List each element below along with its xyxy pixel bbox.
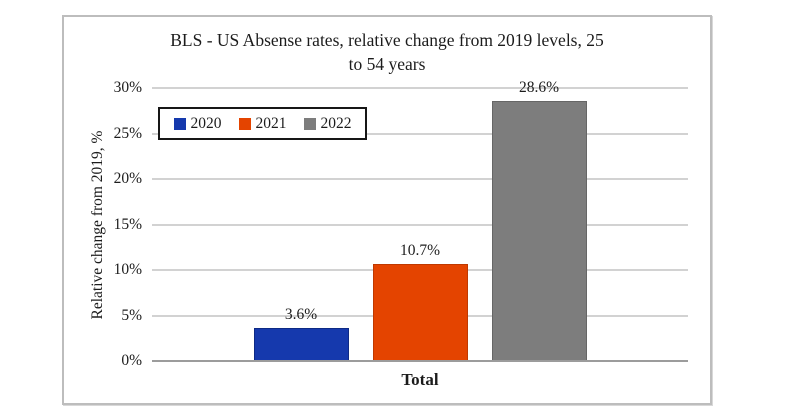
legend-label-2020: 2020 [190,114,222,132]
plot-area: Relative change from 2019, % Total 0% 5% 1… [89,79,688,389]
legend-item-2020: 2020 [173,114,222,133]
gridline-30 [152,87,688,89]
gridline-20 [152,178,688,180]
gridline-15 [152,223,688,226]
chart-title: BLS - US Absense rates, relative change … [104,28,670,76]
y-tick-label-30: 30% [113,79,142,96]
legend-marker-icon-2022 [303,117,316,130]
bar-2021 [372,263,468,361]
bar-value-label-2020: 3.6% [284,306,318,324]
y-tick-label-15: 15% [113,215,142,233]
bar-value-label-2022: 28.6% [518,78,560,96]
legend-marker-icon-2020 [173,117,186,130]
x-axis-line [152,360,688,362]
y-tick-label-25: 25% [113,124,142,142]
bar-2022 [491,100,587,361]
legend-label-2022: 2022 [320,114,352,132]
y-tick-label-20: 20% [113,170,142,187]
x-axis-category-label: Total [401,370,439,389]
y-tick-label-0: 0% [121,352,142,369]
chart-title-line1: BLS - US Absense rates, relative change … [170,30,604,50]
chart-container: BLS - US Absense rates, relative change … [62,15,712,405]
legend-item-2022: 2022 [303,114,352,133]
y-tick-label-10: 10% [113,261,142,278]
bar-2020 [253,328,349,361]
gridline-25 [152,132,688,135]
chart-title-line2: to 54 years [348,54,426,74]
legend-item-2021: 2021 [238,114,287,133]
legend-marker-icon-2021 [238,117,251,130]
bar-value-label-2021: 10.7% [399,241,441,259]
y-tick-label-5: 5% [121,306,142,324]
legend: 2020 2021 2022 [158,107,367,140]
legend-label-2021: 2021 [255,114,287,132]
